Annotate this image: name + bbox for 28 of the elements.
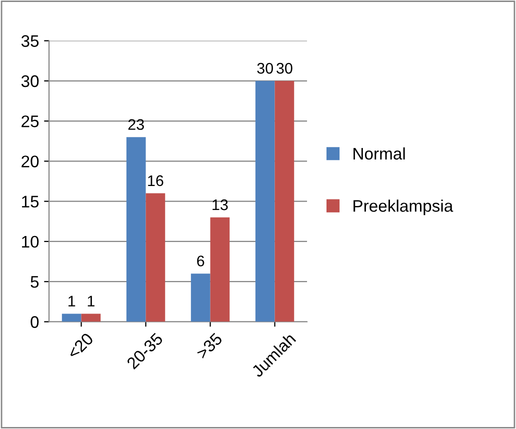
bar <box>126 137 146 322</box>
x-tick-label: <20 <box>66 332 94 360</box>
data-label: 30 <box>276 62 292 74</box>
y-tick-label: 0 <box>30 316 39 328</box>
data-label: 16 <box>148 175 164 186</box>
data-label: 13 <box>212 199 228 210</box>
bar <box>255 80 275 322</box>
data-label: 1 <box>88 296 94 306</box>
bar <box>190 274 210 322</box>
x-tick-label: >35 <box>196 332 223 360</box>
data-label: 30 <box>257 62 273 74</box>
data-label: 6 <box>197 256 204 266</box>
data-label: 1 <box>68 296 76 306</box>
y-tick-label: 10 <box>22 236 39 248</box>
y-tick-label: 5 <box>30 276 39 288</box>
legend-label: Preeklampsia <box>354 200 454 216</box>
bar <box>62 314 82 322</box>
y-tick-label: 25 <box>22 115 39 128</box>
bar <box>274 80 294 322</box>
bar <box>146 193 166 322</box>
data-label: 23 <box>128 119 144 130</box>
y-tick-label: 35 <box>21 35 39 47</box>
y-tick-label: 30 <box>21 75 39 88</box>
bar <box>81 314 101 322</box>
y-tick-label: 20 <box>22 156 39 168</box>
bar <box>210 217 230 322</box>
legend-label: Normal <box>354 147 405 160</box>
y-tick-label: 15 <box>22 196 39 208</box>
